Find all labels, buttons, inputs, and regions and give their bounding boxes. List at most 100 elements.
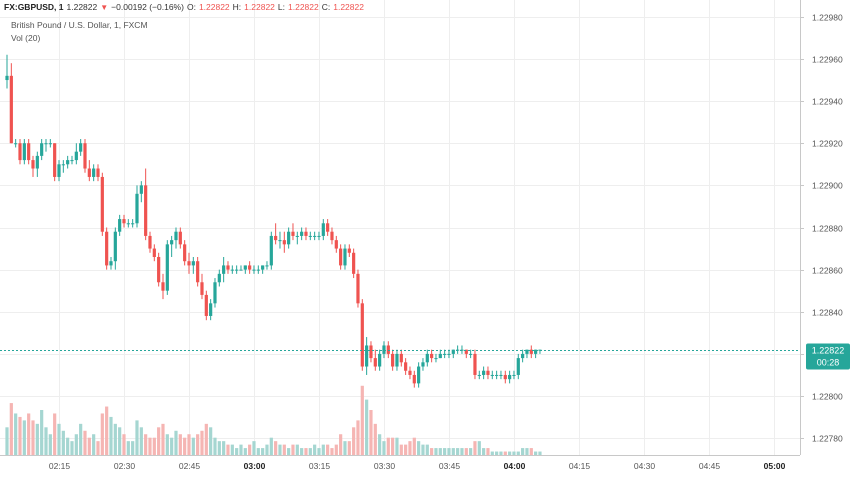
candle-body [339, 248, 343, 266]
candle-body [109, 261, 113, 266]
candle-body [399, 353, 403, 363]
candle-body [486, 370, 490, 375]
price-tick-label: 1.22780 [812, 434, 843, 444]
time-tick-label: 05:00 [764, 461, 786, 471]
volume-bar [100, 413, 104, 455]
candle-body [248, 265, 252, 270]
candle-body [469, 353, 473, 355]
price-tick-label: 1.22860 [812, 266, 843, 276]
volume-bar [109, 416, 113, 455]
candle-body [343, 248, 347, 266]
candle-body [382, 345, 386, 354]
candle-body [35, 155, 39, 169]
volume-bar [391, 437, 395, 455]
candle-body [313, 235, 317, 237]
volume-bar [477, 441, 481, 455]
price-tick-label: 1.22980 [812, 13, 843, 23]
volume-bar [438, 448, 442, 455]
candle-body [300, 231, 304, 236]
volume-bar [304, 448, 308, 455]
volume-bar [417, 441, 421, 455]
time-tick-label: 04:45 [699, 461, 721, 471]
series-title[interactable]: British Pound / U.S. Dollar, 1, FXCM [11, 20, 148, 30]
volume-bar [79, 423, 83, 455]
volume-bar [87, 437, 91, 455]
volume-bar [66, 437, 70, 455]
candle-body [174, 231, 178, 241]
candle-body [187, 261, 191, 266]
candle-body [447, 353, 451, 355]
volume-bar [53, 413, 57, 455]
volume-bar [512, 451, 516, 455]
volume-bar [5, 427, 9, 455]
volume-bar [131, 441, 135, 455]
candle-body [321, 223, 325, 236]
volume-bar [486, 448, 490, 455]
candle-body [365, 345, 369, 367]
candle-body [373, 358, 377, 367]
candle-body [412, 374, 416, 384]
price-axis[interactable]: 1.22980 1.22960 1.22940 1.22920 1.22900 1.228… [800, 13, 843, 444]
symbol-label[interactable]: FX:GBPUSD, 1 [4, 2, 64, 12]
volume-bar [230, 444, 234, 455]
volume-bar [469, 448, 473, 455]
candle-body [317, 235, 321, 237]
volume-bar [473, 441, 477, 455]
volume-bar [347, 441, 351, 455]
candle-body [235, 269, 239, 271]
volume-bar [460, 448, 464, 455]
candle-body [126, 223, 130, 225]
candle-body [291, 231, 295, 236]
candle-body [96, 168, 100, 177]
time-axis[interactable]: 02:15 02:30 02:45 03:00 03:15 03:30 03:45 04:00… [49, 461, 786, 471]
candle-body [118, 219, 122, 232]
volume-bar [521, 448, 525, 455]
open-label: O: [186, 2, 196, 12]
volume-bar [196, 434, 200, 455]
volume-bar [378, 434, 382, 455]
volume-legend[interactable]: Vol (20) [11, 33, 41, 43]
candle-body [326, 223, 330, 232]
candle-body [14, 143, 18, 145]
candle-body [44, 143, 48, 145]
volume-bar [61, 430, 65, 455]
down-triangle-icon: ▼ [100, 2, 109, 12]
candle-body [269, 235, 273, 266]
grid [0, 0, 800, 455]
volume-bar [360, 385, 364, 455]
volume-bar [261, 448, 265, 455]
volume-bar [35, 423, 39, 455]
candle-body [105, 231, 109, 266]
volume-bar [183, 437, 187, 455]
candle-body [239, 269, 243, 271]
candle-body [421, 362, 425, 367]
candle-body [464, 349, 468, 354]
volume-bar [373, 423, 377, 455]
volume-bar [395, 437, 399, 455]
candle-body [274, 235, 278, 241]
candle-body [144, 185, 148, 236]
candle-body [53, 143, 57, 177]
volume-bar [300, 448, 304, 455]
candle-body [512, 374, 516, 376]
candle-body [92, 168, 96, 177]
volume-bar [412, 437, 416, 455]
candlesticks [5, 54, 542, 388]
candle-body [122, 219, 126, 224]
volume-bar [48, 434, 52, 455]
candle-body [495, 374, 499, 376]
high-value: 1.22822 [244, 2, 275, 12]
volume-bar [274, 441, 278, 455]
volume-bar [334, 444, 338, 455]
candle-body [113, 231, 117, 262]
volume-bar [443, 448, 447, 455]
candle-body [196, 261, 200, 283]
candle-body [48, 143, 52, 145]
low-label: L: [277, 2, 285, 12]
volume-bar [278, 444, 282, 455]
volume-bar [83, 430, 87, 455]
candle-body [18, 143, 22, 161]
price-tick-label: 1.22940 [812, 97, 843, 107]
volume-bar [282, 444, 286, 455]
volume-bar [239, 444, 243, 455]
